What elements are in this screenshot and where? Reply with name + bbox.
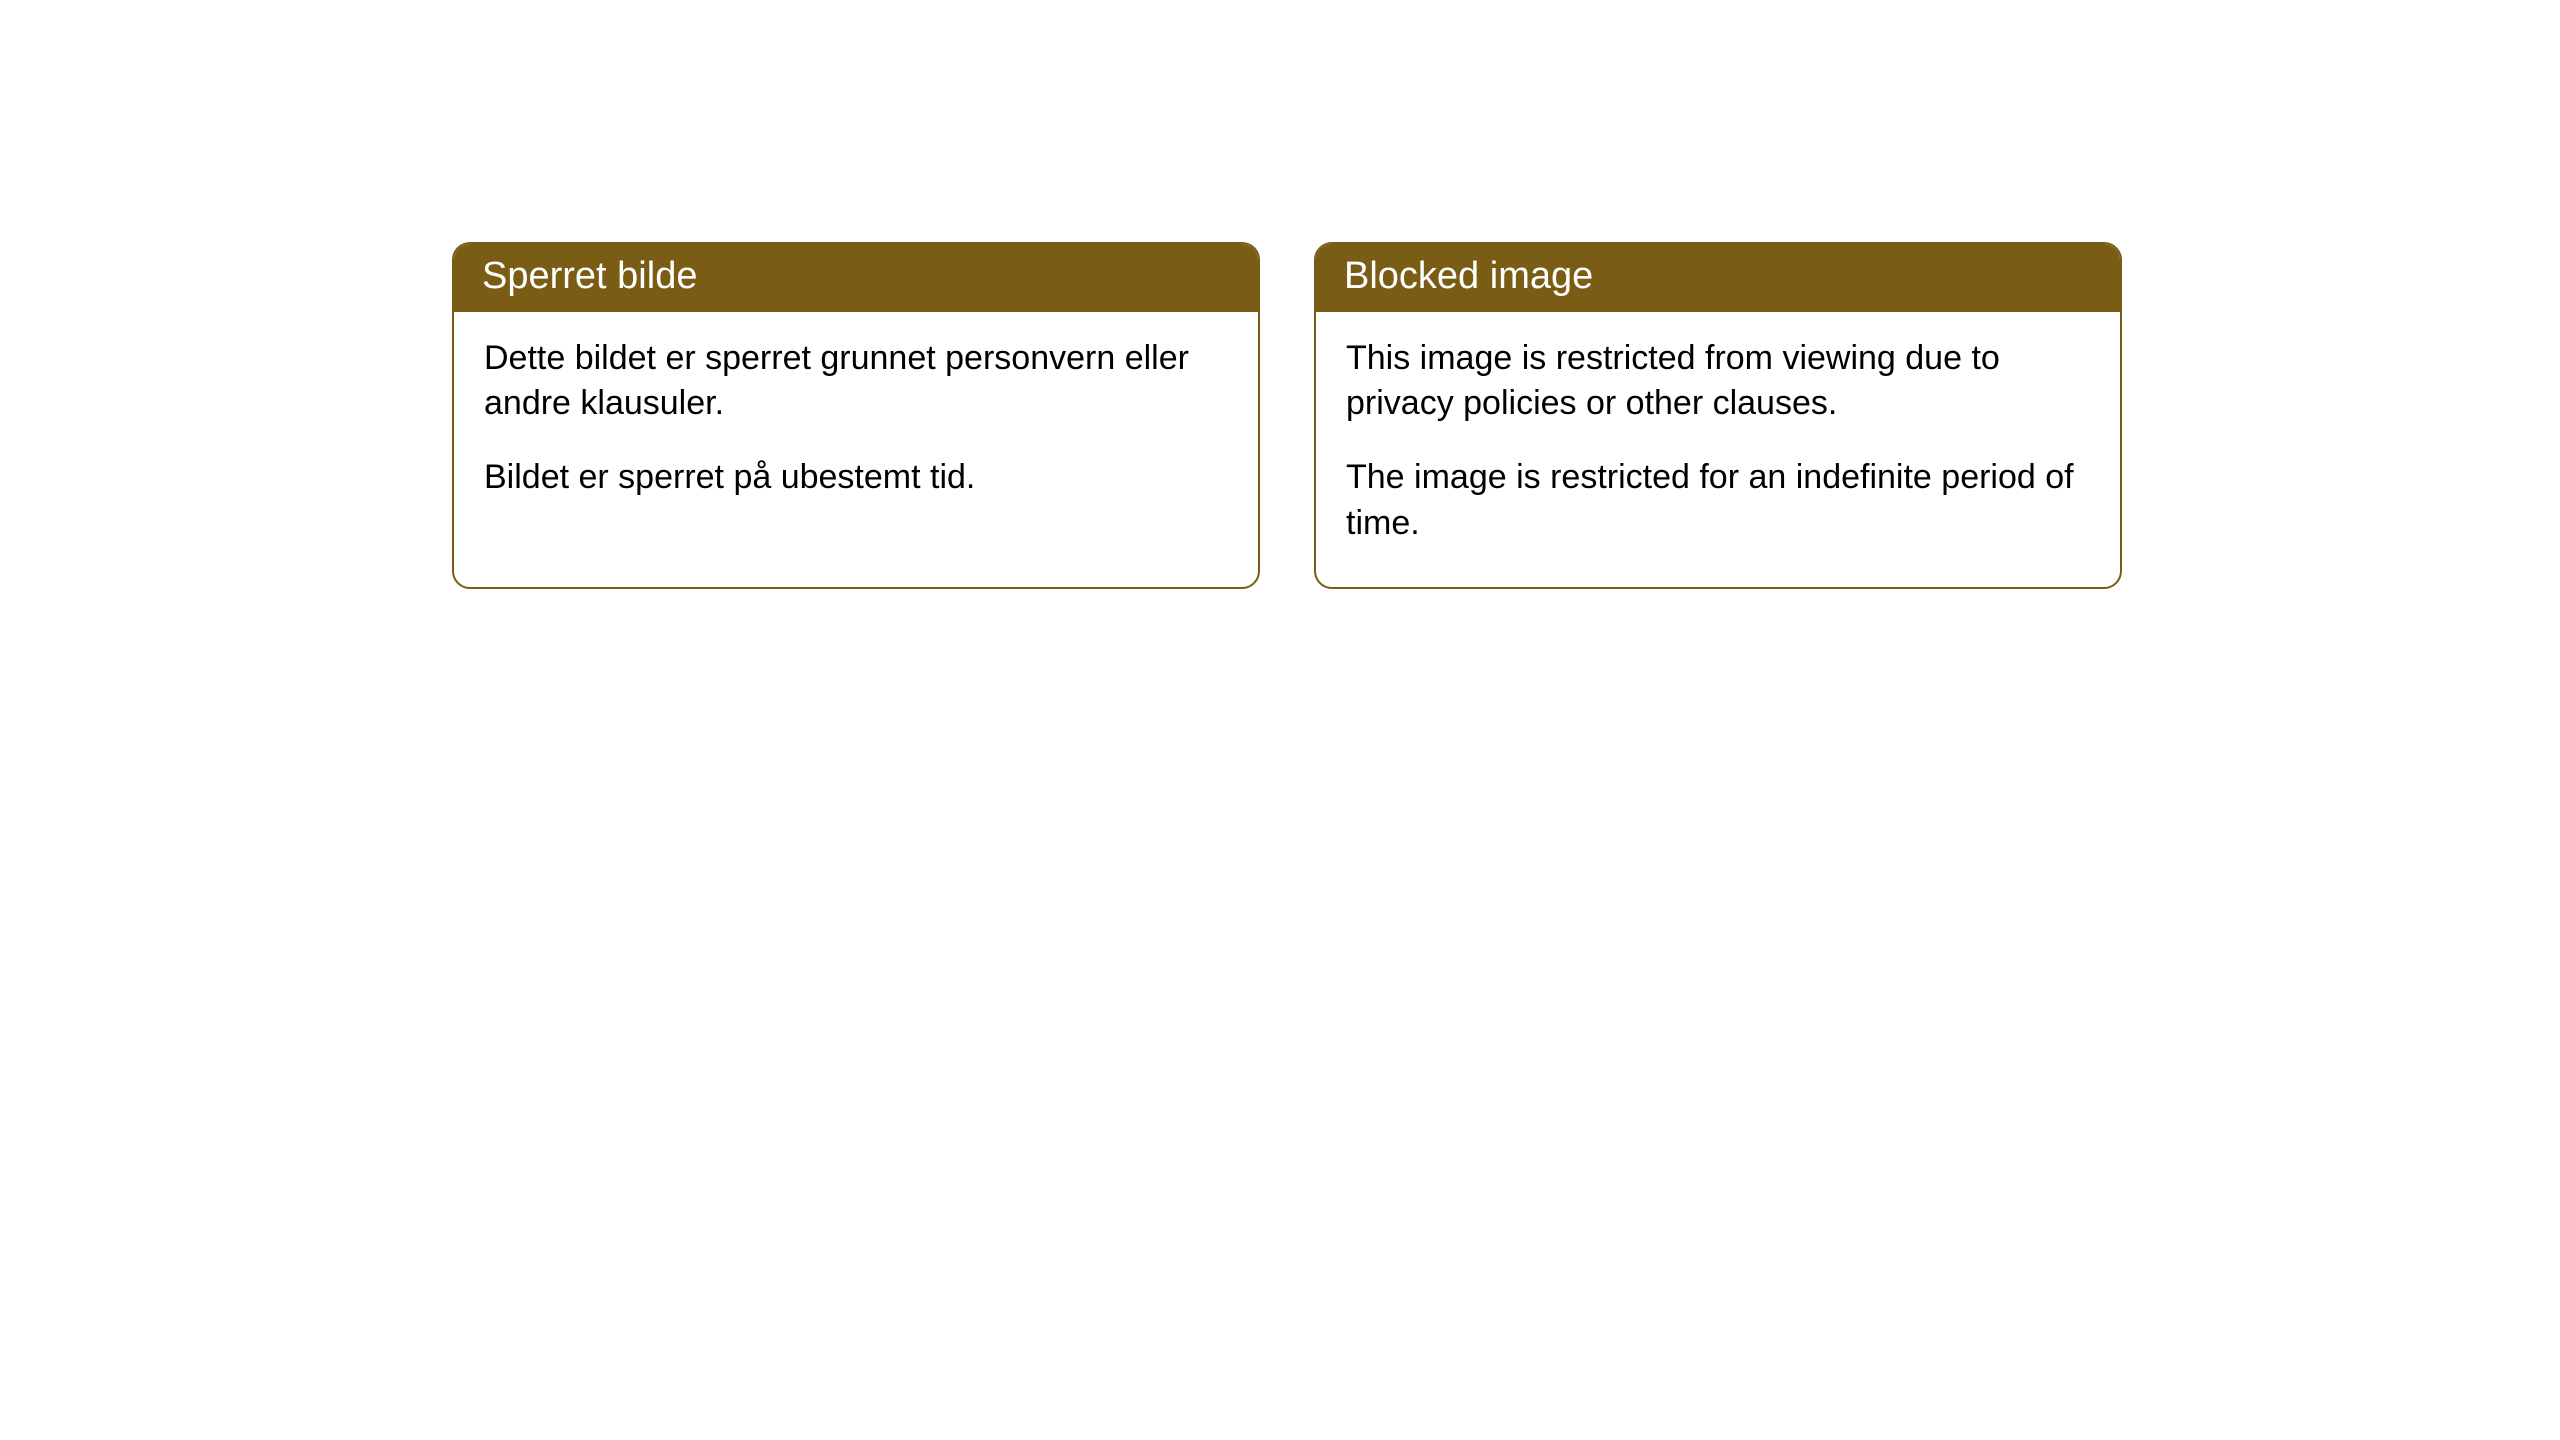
card-header-english: Blocked image — [1316, 244, 2120, 312]
card-header-norwegian: Sperret bilde — [454, 244, 1258, 312]
blocked-image-card-norwegian: Sperret bilde Dette bildet er sperret gr… — [452, 242, 1260, 589]
card-paragraph-2-norwegian: Bildet er sperret på ubestemt tid. — [484, 455, 1228, 501]
card-container: Sperret bilde Dette bildet er sperret gr… — [0, 0, 2560, 589]
card-paragraph-1-norwegian: Dette bildet er sperret grunnet personve… — [484, 336, 1228, 428]
blocked-image-card-english: Blocked image This image is restricted f… — [1314, 242, 2122, 589]
card-paragraph-2-english: The image is restricted for an indefinit… — [1346, 455, 2090, 547]
card-body-norwegian: Dette bildet er sperret grunnet personve… — [454, 312, 1258, 542]
card-paragraph-1-english: This image is restricted from viewing du… — [1346, 336, 2090, 428]
card-body-english: This image is restricted from viewing du… — [1316, 312, 2120, 588]
